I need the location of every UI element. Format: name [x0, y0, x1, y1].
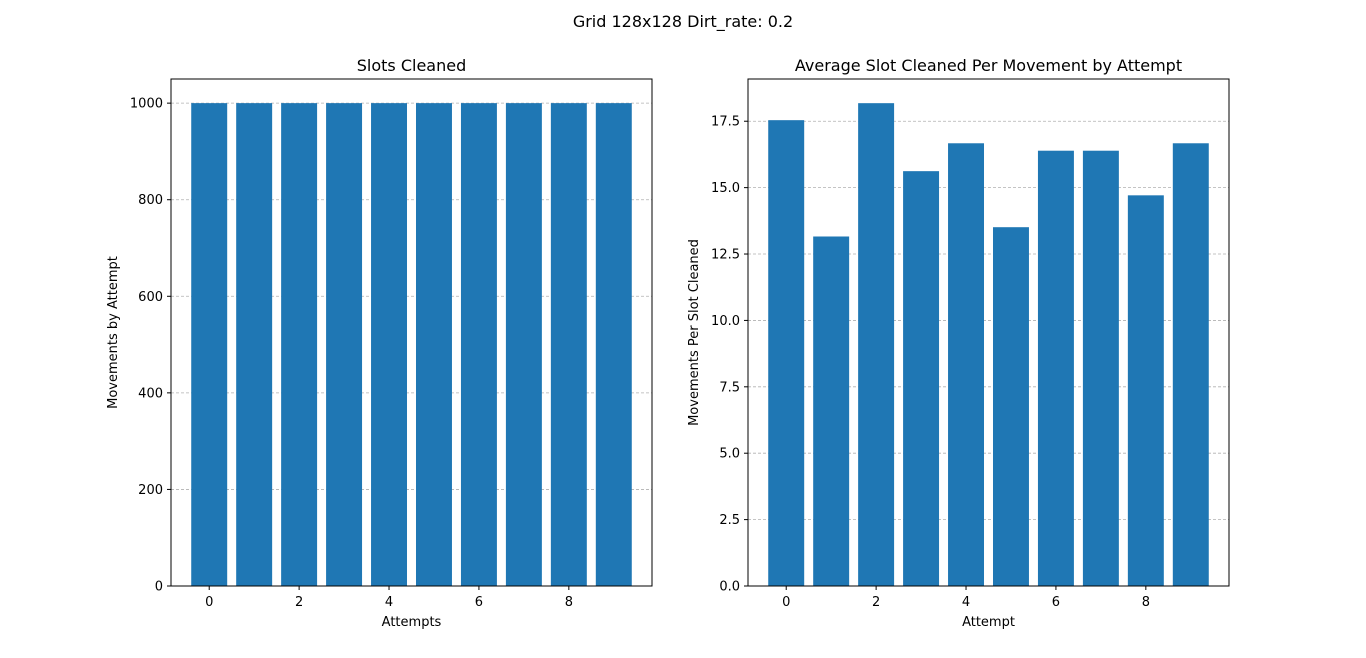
ytick-label: 800 [138, 193, 163, 208]
bar-attempt-1 [813, 236, 850, 586]
ytick-label: 7.5 [719, 380, 740, 395]
ytick-label: 12.5 [711, 248, 740, 263]
ytick-label: 0.0 [719, 580, 740, 595]
bar-attempt-2 [281, 103, 318, 587]
ytick-label: 17.5 [711, 115, 740, 130]
bar-attempt-4 [371, 103, 408, 587]
xtick-label: 6 [475, 595, 483, 610]
ytick-label: 5.0 [719, 447, 740, 462]
axes-frame [747, 78, 1230, 587]
ytick-label: 15.0 [711, 181, 740, 196]
chart-average-slot-cleaned: 0.0 2.5 5.0 7.5 10.0 12.5 15.0 17.5 0 2 4 6 8 Average… [687, 56, 1230, 630]
bar-attempt-0 [768, 120, 805, 587]
bar-attempt-2 [858, 103, 895, 586]
bar-attempt-9 [1172, 143, 1209, 586]
bar-attempt-3 [326, 103, 363, 587]
bar-attempt-8 [550, 103, 587, 587]
chart-title: Average Slot Cleaned Per Movement by Att… [795, 56, 1182, 75]
xtick-label: 0 [782, 595, 790, 610]
ytick-label: 200 [138, 483, 163, 498]
figure-suptitle: Grid 128x128 Dirt_rate: 0.2 [573, 12, 793, 32]
bar-attempt-6 [460, 103, 497, 587]
bar-attempt-5 [992, 227, 1029, 586]
xtick-label: 4 [962, 595, 970, 610]
bar-attempt-4 [948, 143, 985, 586]
x-axis-label: Attempt [962, 615, 1015, 630]
bar-attempt-6 [1037, 150, 1074, 586]
ytick-label: 10.0 [711, 314, 740, 329]
axes-frame [170, 78, 653, 587]
xtick-label: 2 [295, 595, 303, 610]
bar-attempt-1 [236, 103, 273, 587]
bar-attempt-0 [191, 103, 228, 587]
x-axis-label: Attempts [382, 615, 442, 630]
bar-attempt-8 [1127, 195, 1164, 587]
xtick-label: 0 [205, 595, 213, 610]
y-axis-label: Movements Per Slot Cleaned [687, 239, 702, 426]
xtick-label: 6 [1052, 595, 1060, 610]
bar-attempt-7 [1082, 150, 1119, 586]
ytick-label: 400 [138, 386, 163, 401]
bar-attempt-5 [415, 103, 452, 587]
chart-title: Slots Cleaned [357, 56, 467, 75]
y-axis-label: Movements by Attempt [106, 256, 121, 409]
xtick-label: 8 [565, 595, 573, 610]
bar-attempt-9 [595, 103, 632, 587]
bar-attempt-7 [505, 103, 542, 587]
ytick-label: 600 [138, 290, 163, 305]
xtick-label: 8 [1142, 595, 1150, 610]
chart-slots-cleaned: 0 200 400 600 800 1000 0 2 4 6 8 Slots Cleaned Attem… [106, 56, 653, 630]
ytick-label: 1000 [130, 97, 163, 112]
xtick-label: 4 [385, 595, 393, 610]
ytick-label: 2.5 [719, 513, 740, 528]
ytick-label: 0 [155, 580, 163, 595]
bar-attempt-3 [903, 171, 940, 587]
xtick-label: 2 [872, 595, 880, 610]
